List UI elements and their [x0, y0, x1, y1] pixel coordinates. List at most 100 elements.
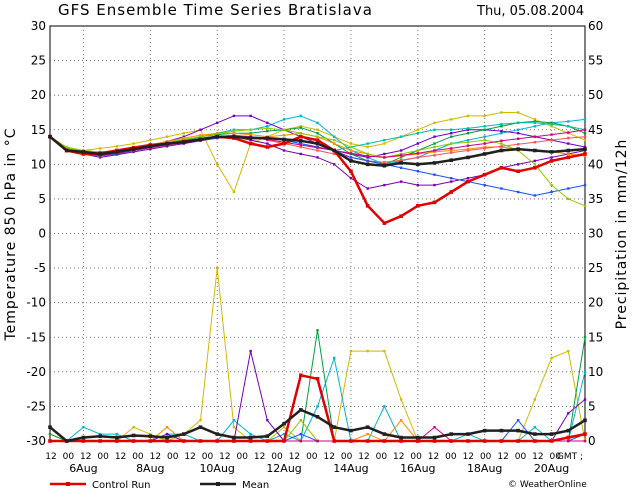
x-hour-tick-label: 12	[463, 452, 474, 462]
y-left-tick-label: 30	[31, 19, 46, 33]
x-hour-tick-label: 00	[410, 452, 422, 462]
precip-point-mean	[48, 425, 52, 429]
temp-point-member-9	[433, 173, 436, 176]
temp-point-member-3	[165, 145, 169, 148]
precip-point-mean	[148, 434, 153, 438]
temp-point-member-5	[249, 132, 252, 135]
temp-point-mean	[131, 147, 136, 151]
precip-line-member-2	[49, 357, 586, 442]
y-right-tick-label: 55	[588, 54, 603, 68]
precip-point-member-3	[165, 432, 169, 436]
precip-point-member-1	[149, 432, 152, 436]
temp-point-member-1	[550, 125, 553, 128]
temp-point-member-2	[299, 114, 302, 118]
temp-point-member-8	[483, 147, 486, 150]
temp-point-member-8	[567, 136, 570, 140]
temp-point-member-8	[333, 152, 336, 156]
temp-point-member-5	[266, 129, 269, 133]
temp-point-member-3	[466, 176, 470, 180]
chart-date: Thu, 05.08.2004	[476, 4, 584, 19]
x-hour-tick-label: 00	[341, 452, 353, 462]
precip-point-control-run	[382, 439, 387, 443]
precip-point-member-1	[550, 356, 553, 360]
temp-point-member-5	[466, 132, 470, 135]
precip-point-member-2	[232, 419, 236, 422]
precip-point-control-run	[181, 439, 186, 443]
precip-point-control-run	[115, 439, 119, 443]
y-left-tick-label: -15	[26, 330, 46, 344]
y-left-tick-label: 15	[31, 123, 46, 137]
precip-point-member-8	[583, 439, 587, 443]
temp-point-member-9	[483, 183, 486, 187]
temp-point-member-10	[199, 135, 202, 138]
x-hour-tick-label: 00	[237, 452, 249, 462]
precip-point-mean	[399, 435, 403, 440]
temp-point-control-run	[298, 134, 303, 139]
temp-point-member-4	[383, 152, 386, 156]
precip-point-member-5	[399, 419, 403, 422]
temp-point-member-10	[550, 183, 553, 187]
x-hour-tick-label: 00	[97, 452, 109, 462]
x-hour-tick-label: 00	[63, 452, 75, 462]
y-right-tick-label: 30	[588, 227, 603, 241]
temp-point-member-3	[282, 149, 286, 152]
precip-point-mean	[98, 434, 102, 438]
temp-point-member-10	[583, 204, 587, 208]
temp-point-mean	[365, 162, 370, 167]
temp-point-member-3	[98, 156, 102, 159]
precip-point-member-4	[316, 329, 319, 332]
temp-point-member-7	[333, 142, 336, 145]
precip-point-member-2	[583, 370, 587, 374]
x-hour-tick-label: 12	[254, 452, 265, 462]
precip-point-control-run	[282, 439, 286, 443]
precip-point-member-5	[366, 432, 369, 436]
temp-point-member-1	[583, 138, 587, 142]
precip-point-mean	[365, 425, 370, 429]
y-right-tick-label: 10	[588, 365, 603, 379]
temp-point-member-6	[416, 132, 420, 135]
legend: Control Run Mean	[50, 480, 269, 489]
x-day-tick-label: 16Aug	[400, 462, 435, 475]
temp-point-member-9	[550, 190, 553, 194]
temp-point-member-9	[500, 187, 503, 190]
temp-point-member-9	[399, 166, 403, 169]
y-right-tick-label: 20	[588, 296, 603, 310]
precip-point-mean	[533, 432, 537, 436]
x-hour-tick-label: 12	[532, 452, 543, 462]
temp-point-mean	[399, 161, 403, 165]
temp-point-control-run	[81, 152, 86, 156]
temp-point-mean	[466, 155, 470, 160]
precip-point-member-4	[583, 336, 587, 339]
precip-point-control-run	[98, 439, 102, 443]
temp-point-member-11	[533, 135, 537, 138]
temp-point-member-1	[299, 125, 302, 128]
x-hour-tick-label: 12	[323, 452, 334, 462]
x-hour-tick-label: 00	[271, 452, 283, 462]
precip-point-member-6	[299, 432, 302, 436]
precip-point-mean	[81, 435, 86, 440]
temp-point-member-8	[500, 145, 503, 148]
y-left-tick-label: 25	[31, 54, 46, 68]
temp-point-member-5	[399, 156, 403, 159]
temp-point-control-run	[499, 165, 504, 170]
y-right-tick-label: 40	[588, 157, 603, 171]
x-hour-tick-label: 12	[80, 452, 91, 462]
precip-point-mean	[298, 408, 303, 412]
temp-point-member-1	[450, 118, 453, 121]
precip-point-mean	[516, 428, 520, 433]
temp-point-mean	[349, 159, 353, 163]
temp-point-control-run	[315, 138, 320, 142]
temp-point-member-10	[416, 149, 420, 152]
temp-point-member-11	[483, 142, 486, 145]
precip-point-member-2	[249, 432, 252, 436]
x-axis-day-ticks: 6Aug 8Aug 10Aug 12Aug 14Aug 16Aug 18Aug 20Aug	[69, 462, 569, 475]
precip-point-mean	[198, 425, 203, 429]
temp-point-member-11	[316, 146, 319, 149]
precip-point-control-run	[416, 439, 420, 443]
temp-point-member-9	[450, 176, 453, 180]
precip-point-member-4	[48, 432, 52, 436]
x-hour-tick-label: 00	[445, 452, 457, 462]
x-hour-tick-label: 00	[480, 452, 492, 462]
temp-point-control-run	[449, 190, 454, 194]
x-day-tick-label: 14Aug	[333, 462, 368, 475]
